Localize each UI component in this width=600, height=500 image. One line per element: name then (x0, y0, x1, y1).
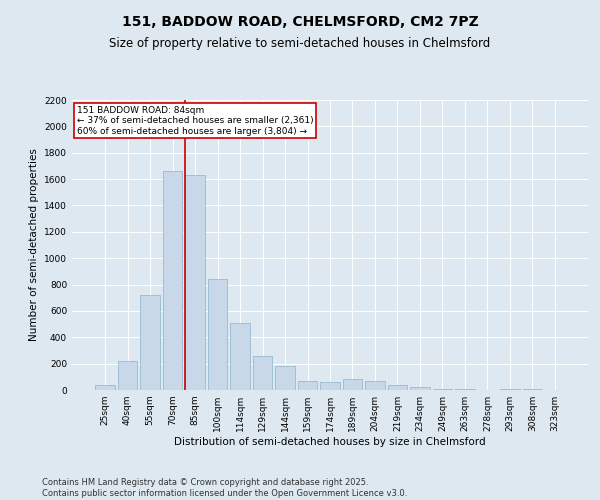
Bar (118, 361, 137, 390)
Bar (410, 386, 430, 390)
Bar (388, 384, 407, 390)
Text: Size of property relative to semi-detached houses in Chelmsford: Size of property relative to semi-detach… (109, 38, 491, 51)
X-axis label: Distribution of semi-detached houses by size in Chelmsford: Distribution of semi-detached houses by … (174, 437, 486, 447)
Text: 151, BADDOW ROAD, CHELMSFORD, CM2 7PZ: 151, BADDOW ROAD, CHELMSFORD, CM2 7PZ (122, 15, 478, 29)
Bar (320, 382, 340, 390)
Bar (185, 175, 205, 390)
Bar (298, 382, 317, 390)
Bar (433, 388, 452, 390)
Text: 151 BADDOW ROAD: 84sqm
← 37% of semi-detached houses are smaller (2,361)
60% of : 151 BADDOW ROAD: 84sqm ← 37% of semi-det… (77, 106, 314, 136)
Text: Contains HM Land Registry data © Crown copyright and database right 2025.
Contai: Contains HM Land Registry data © Crown c… (42, 478, 407, 498)
Bar (275, 366, 295, 390)
Bar (140, 295, 160, 390)
Bar (365, 382, 385, 390)
Bar (95, 384, 115, 390)
Bar (208, 280, 227, 390)
Bar (343, 380, 362, 390)
Bar (163, 171, 182, 390)
Bar (500, 388, 520, 390)
Bar (253, 356, 272, 390)
Y-axis label: Number of semi-detached properties: Number of semi-detached properties (29, 148, 38, 342)
Bar (230, 323, 250, 390)
